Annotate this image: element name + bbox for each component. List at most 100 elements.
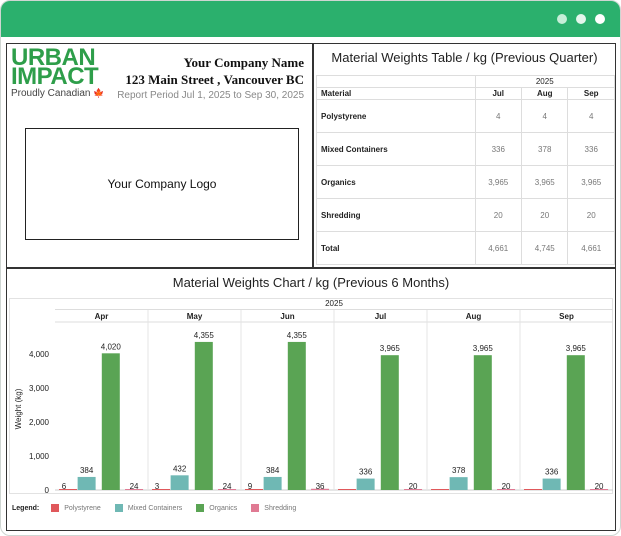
legend-swatch xyxy=(51,504,60,512)
legend-title: Legend: xyxy=(12,504,40,512)
y-tick-label: 4,000 xyxy=(29,350,50,359)
material-weights-chart: Weight (kg) 0 1,000 2,000 3,000 4,000 Apr 6 384 4… xyxy=(14,310,613,495)
bar-organics xyxy=(473,355,492,490)
data-label: 20 xyxy=(409,482,418,491)
bar-shredding xyxy=(218,489,237,490)
company-address: 123 Main Street , Vancouver BC xyxy=(125,72,304,87)
data-label: 4,020 xyxy=(101,342,122,351)
y-tick-label: 2,000 xyxy=(29,418,50,427)
brand-logo-line2: IMPACT xyxy=(11,63,99,90)
legend-label: Organics xyxy=(209,504,238,512)
report-page: URBAN IMPACT Proudly Canadian 🍁 Your Com… xyxy=(6,43,616,531)
company-name: Your Company Name xyxy=(183,55,304,70)
bar-mixed-containers xyxy=(263,476,282,490)
data-label: 384 xyxy=(80,466,94,475)
bar-shredding xyxy=(590,489,609,490)
bar-polystyrene xyxy=(59,489,78,490)
logo-placeholder-text: Your Company Logo xyxy=(107,177,217,191)
data-label: 336 xyxy=(545,468,559,477)
month-label: Aug xyxy=(466,312,482,321)
data-label: 336 xyxy=(359,468,373,477)
bar-organics xyxy=(287,341,306,490)
bar-organics xyxy=(566,355,585,490)
data-label: 378 xyxy=(452,466,466,475)
window-dot-icon[interactable] xyxy=(557,14,567,24)
month-label: May xyxy=(187,312,203,321)
brand-tagline: Proudly Canadian 🍁 xyxy=(11,88,105,99)
data-label: 384 xyxy=(266,466,280,475)
bar-polystyrene xyxy=(152,489,171,490)
data-label: 3,965 xyxy=(566,344,587,353)
table-row-label: Organics xyxy=(316,165,476,199)
legend-item: Mixed Containers xyxy=(114,504,183,512)
chart-frame xyxy=(9,298,613,494)
data-label: 4,355 xyxy=(287,331,308,340)
table-cell: 4 xyxy=(520,99,569,133)
table-cell: 4,661 xyxy=(567,231,615,265)
table-row-label: Mixed Containers xyxy=(316,132,476,166)
data-label: 20 xyxy=(595,482,604,491)
bar-polystyrene xyxy=(524,489,543,490)
table-cell: 4 xyxy=(567,99,615,133)
window-dot-icon[interactable] xyxy=(595,14,605,24)
section-divider xyxy=(312,44,314,269)
material-weights-table: 2025 Material Jul Aug Sep Polystyrene 4 … xyxy=(316,75,615,265)
legend-swatch xyxy=(251,504,260,512)
data-label: 3 xyxy=(155,482,160,491)
y-tick-label: 3,000 xyxy=(29,384,50,393)
bar-mixed-containers xyxy=(542,478,561,490)
month-label: Jul xyxy=(375,312,387,321)
table-cell: 20 xyxy=(520,198,569,232)
bar-mixed-containers xyxy=(356,478,375,490)
legend-item: Polystyrene xyxy=(51,504,101,512)
month-label: Sep xyxy=(559,312,574,321)
table-cell: 336 xyxy=(567,132,615,166)
table-cell: 4,745 xyxy=(520,231,569,265)
data-label: 432 xyxy=(173,464,187,473)
bar-polystyrene xyxy=(338,489,357,490)
data-label: 3,965 xyxy=(473,344,494,353)
bar-polystyrene xyxy=(431,489,450,490)
table-cell: 3,965 xyxy=(474,165,522,199)
window-titlebar xyxy=(1,1,620,37)
table-title: Material Weights Table / kg (Previous Qu… xyxy=(331,50,598,65)
table-row-total: Total 4,661 4,745 4,661 xyxy=(316,231,615,265)
bar-organics xyxy=(380,355,399,490)
section-divider xyxy=(7,267,615,269)
data-label: 4,355 xyxy=(194,331,215,340)
company-logo-placeholder: Your Company Logo xyxy=(25,128,299,240)
brand-logo-line1: URBAN xyxy=(11,44,96,71)
table-cell: 4,661 xyxy=(474,231,522,265)
bar-organics xyxy=(194,341,213,490)
table-row: Shredding 20 20 20 xyxy=(316,198,615,232)
bar-mixed-containers xyxy=(449,477,468,490)
data-label: 24 xyxy=(223,482,232,491)
chart-title: Material Weights Chart / kg (Previous 6 … xyxy=(172,275,450,290)
data-label: 36 xyxy=(316,482,325,491)
y-axis-label: Weight (kg) xyxy=(14,388,23,429)
legend-item: Shredding xyxy=(251,504,296,512)
legend-swatch xyxy=(196,504,205,512)
legend-label: Polystyrene xyxy=(64,504,101,512)
bar-mixed-containers xyxy=(77,476,96,490)
data-label: 3,965 xyxy=(380,344,401,353)
window-dot-icon[interactable] xyxy=(576,14,586,24)
bar-polystyrene xyxy=(245,489,264,490)
bar-organics xyxy=(101,353,120,490)
data-label: 6 xyxy=(62,482,67,491)
table-row: Mixed Containers 336 378 336 xyxy=(316,132,615,166)
company-info: Your Company Name 123 Main Street , Vanc… xyxy=(7,44,312,104)
legend-label: Mixed Containers xyxy=(127,504,183,512)
bar-shredding xyxy=(497,489,516,490)
maple-leaf-icon: 🍁 xyxy=(93,88,105,98)
report-period: Report Period Jul 1, 2025 to Sep 30, 202… xyxy=(117,90,304,101)
month-label: Jun xyxy=(280,312,294,321)
bar-shredding xyxy=(404,489,423,490)
data-label: 20 xyxy=(502,482,511,491)
bar-mixed-containers xyxy=(170,475,189,490)
month-label: Apr xyxy=(95,312,109,321)
bar-shredding xyxy=(311,488,330,490)
legend-item: Organics xyxy=(196,504,237,512)
data-label: 24 xyxy=(130,482,139,491)
